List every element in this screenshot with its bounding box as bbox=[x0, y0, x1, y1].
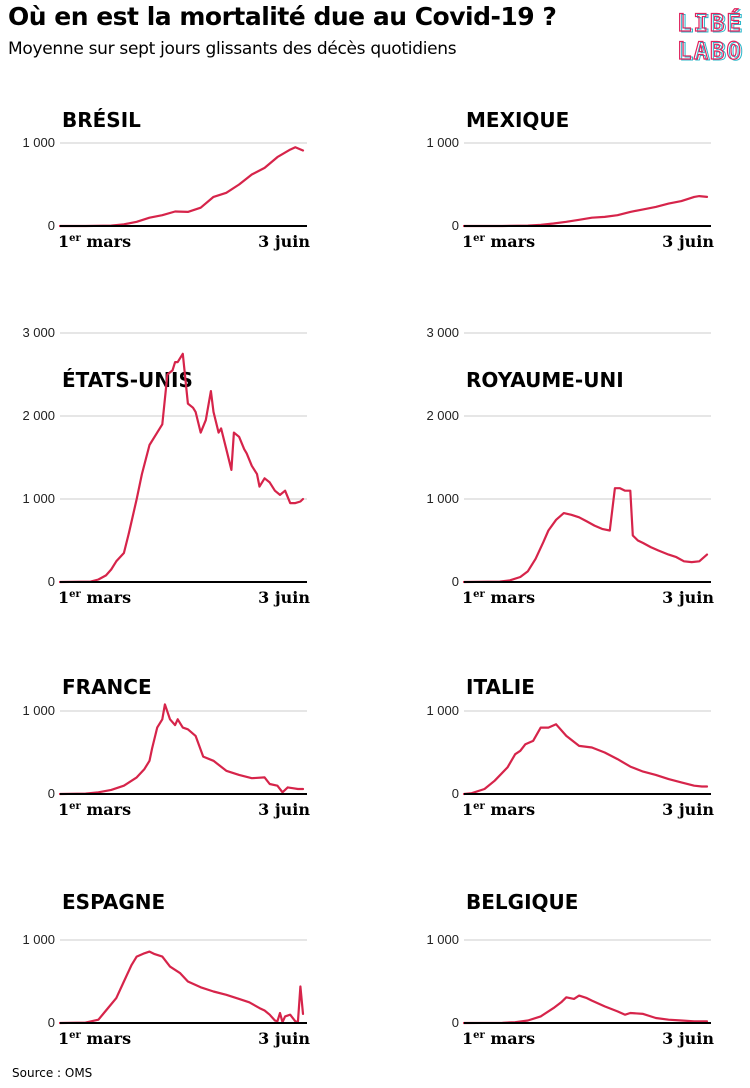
x-tick-label-start: 1er mars bbox=[58, 232, 131, 251]
x-tick-label-start: 1er mars bbox=[58, 800, 131, 819]
logo-top-shadow: LIBÉ bbox=[679, 9, 745, 38]
y-tick-label: 1 000 bbox=[426, 491, 459, 506]
x-tick-label-end: 3 juin bbox=[662, 800, 714, 819]
series-line-italie bbox=[462, 723, 709, 796]
y-tick-label: 1 000 bbox=[22, 703, 55, 718]
logo-bottom: LABO bbox=[677, 37, 743, 64]
y-tick-label: 2 000 bbox=[426, 408, 459, 423]
y-tick-label: 0 bbox=[452, 1015, 459, 1030]
x-tick-label-end: 3 juin bbox=[662, 232, 714, 251]
chart-title-france: FRANCE bbox=[62, 675, 152, 699]
x-tick-label-end: 3 juin bbox=[258, 232, 310, 251]
chart-title-espagne: ESPAGNE bbox=[62, 890, 165, 914]
series-line-royaume-uni bbox=[462, 487, 709, 584]
logo-bottom-shadow: LABO bbox=[679, 38, 745, 64]
chart-title-mexique: MEXIQUE bbox=[466, 108, 569, 132]
x-tick-label-end: 3 juin bbox=[258, 800, 310, 819]
y-tick-label: 1 000 bbox=[426, 932, 459, 947]
y-tick-label: 1 000 bbox=[426, 135, 459, 150]
x-tick-label-start: 1er mars bbox=[462, 588, 535, 607]
y-tick-label: 2 000 bbox=[22, 408, 55, 423]
x-tick-label-start: 1er mars bbox=[462, 232, 535, 251]
page-subtitle: Moyenne sur sept jours glissants des déc… bbox=[8, 39, 457, 59]
series-line-bresil bbox=[58, 146, 305, 228]
series-line-belgique bbox=[462, 994, 709, 1025]
logo-top: LIBÉ bbox=[677, 8, 743, 37]
series-line-espagne bbox=[58, 950, 305, 1025]
x-tick-label-start: 1er mars bbox=[462, 800, 535, 819]
chart-title-bresil: BRÉSIL bbox=[62, 108, 141, 132]
x-tick-label-end: 3 juin bbox=[258, 588, 310, 607]
x-tick-label-end: 3 juin bbox=[662, 588, 714, 607]
y-tick-label: 0 bbox=[452, 218, 459, 233]
series-line-etats-unis bbox=[58, 352, 305, 584]
y-tick-label: 3 000 bbox=[426, 325, 459, 340]
y-tick-label: 0 bbox=[48, 218, 55, 233]
series-line-france bbox=[58, 703, 305, 796]
y-tick-label: 1 000 bbox=[22, 135, 55, 150]
x-tick-label-end: 3 juin bbox=[258, 1029, 310, 1048]
y-tick-label: 3 000 bbox=[22, 325, 55, 340]
chart-title-royaume-uni: ROYAUME-UNI bbox=[466, 368, 624, 392]
y-tick-label: 0 bbox=[452, 574, 459, 589]
y-tick-label: 1 000 bbox=[22, 491, 55, 506]
libe-labo-logo: LIBÉ LIBÉ LABO LABO bbox=[676, 8, 745, 64]
x-tick-label-end: 3 juin bbox=[662, 1029, 714, 1048]
page-title: Où en est la mortalité due au Covid-19 ? bbox=[8, 2, 557, 31]
x-tick-label-start: 1er mars bbox=[58, 1029, 131, 1048]
chart-title-belgique: BELGIQUE bbox=[466, 890, 578, 914]
chart-title-etats-unis: ÉTATS-UNIS bbox=[62, 368, 193, 392]
source-note: Source : OMS bbox=[12, 1066, 93, 1080]
x-tick-label-start: 1er mars bbox=[462, 1029, 535, 1048]
y-tick-label: 0 bbox=[48, 574, 55, 589]
y-tick-label: 0 bbox=[48, 786, 55, 801]
series-line-mexique bbox=[462, 195, 709, 228]
x-tick-label-start: 1er mars bbox=[58, 588, 131, 607]
y-tick-label: 0 bbox=[452, 786, 459, 801]
y-tick-label: 1 000 bbox=[426, 703, 459, 718]
chart-title-italie: ITALIE bbox=[466, 675, 535, 699]
y-tick-label: 1 000 bbox=[22, 932, 55, 947]
y-tick-label: 0 bbox=[48, 1015, 55, 1030]
